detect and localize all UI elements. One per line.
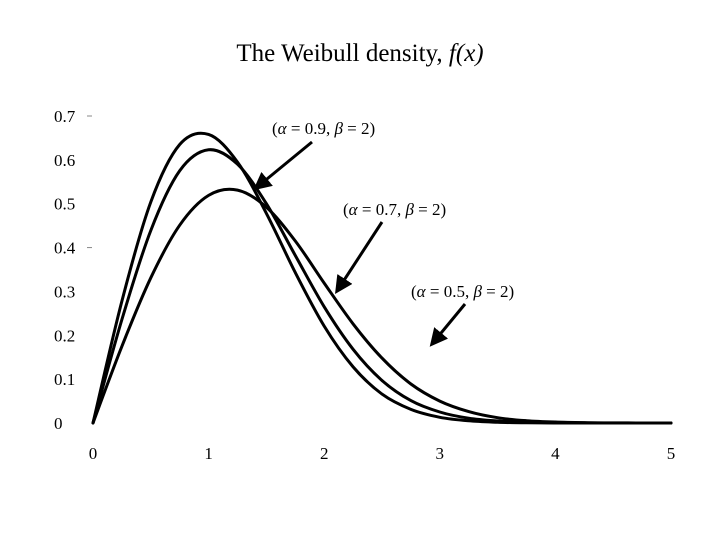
y-tick-label: 0.6	[54, 151, 75, 170]
series-annotation-label: (α = 0.5, β = 2)	[411, 282, 514, 301]
series-line-2	[91, 187, 673, 425]
series-annotation-label: (α = 0.9, β = 2)	[272, 119, 375, 138]
x-tick-label: 0	[89, 444, 98, 463]
annotation-arrow	[429, 303, 467, 347]
annotations: (α = 0.9, β = 2) (α = 0.7, β = 2) (α = 0.5…	[253, 119, 514, 347]
y-tick-label: 0.7	[54, 107, 76, 126]
x-tick-label: 1	[204, 444, 213, 463]
y-tick-label: 0.5	[54, 195, 75, 214]
series-line-1	[91, 148, 673, 425]
chart-title-fx: f(x)	[448, 40, 484, 67]
x-tick-label: 2	[320, 444, 329, 463]
series-lines	[91, 131, 673, 425]
x-tick-label: 3	[436, 444, 445, 463]
annotation-arrow	[335, 221, 384, 295]
y-tick-label: 0.1	[54, 370, 75, 389]
series-annotation-label: (α = 0.7, β = 2)	[343, 200, 446, 219]
x-tick-label: 5	[667, 444, 676, 463]
y-tick-label: 0.3	[54, 282, 75, 301]
x-tick-label: 4	[551, 444, 560, 463]
axes: 0 1 2 3 4 5 0 0.1 0.2 0.3 0.4 0.5 0.6 0.7	[54, 107, 675, 463]
annotation-arrow	[253, 140, 313, 191]
chart-title: The Weibull density, f(x)	[0, 40, 720, 68]
chart-title-text: The Weibull density,	[236, 40, 449, 67]
y-tick-label: 0.2	[54, 326, 75, 345]
y-tick-label: 0	[54, 414, 63, 433]
y-tick-label: 0.4	[54, 239, 76, 258]
